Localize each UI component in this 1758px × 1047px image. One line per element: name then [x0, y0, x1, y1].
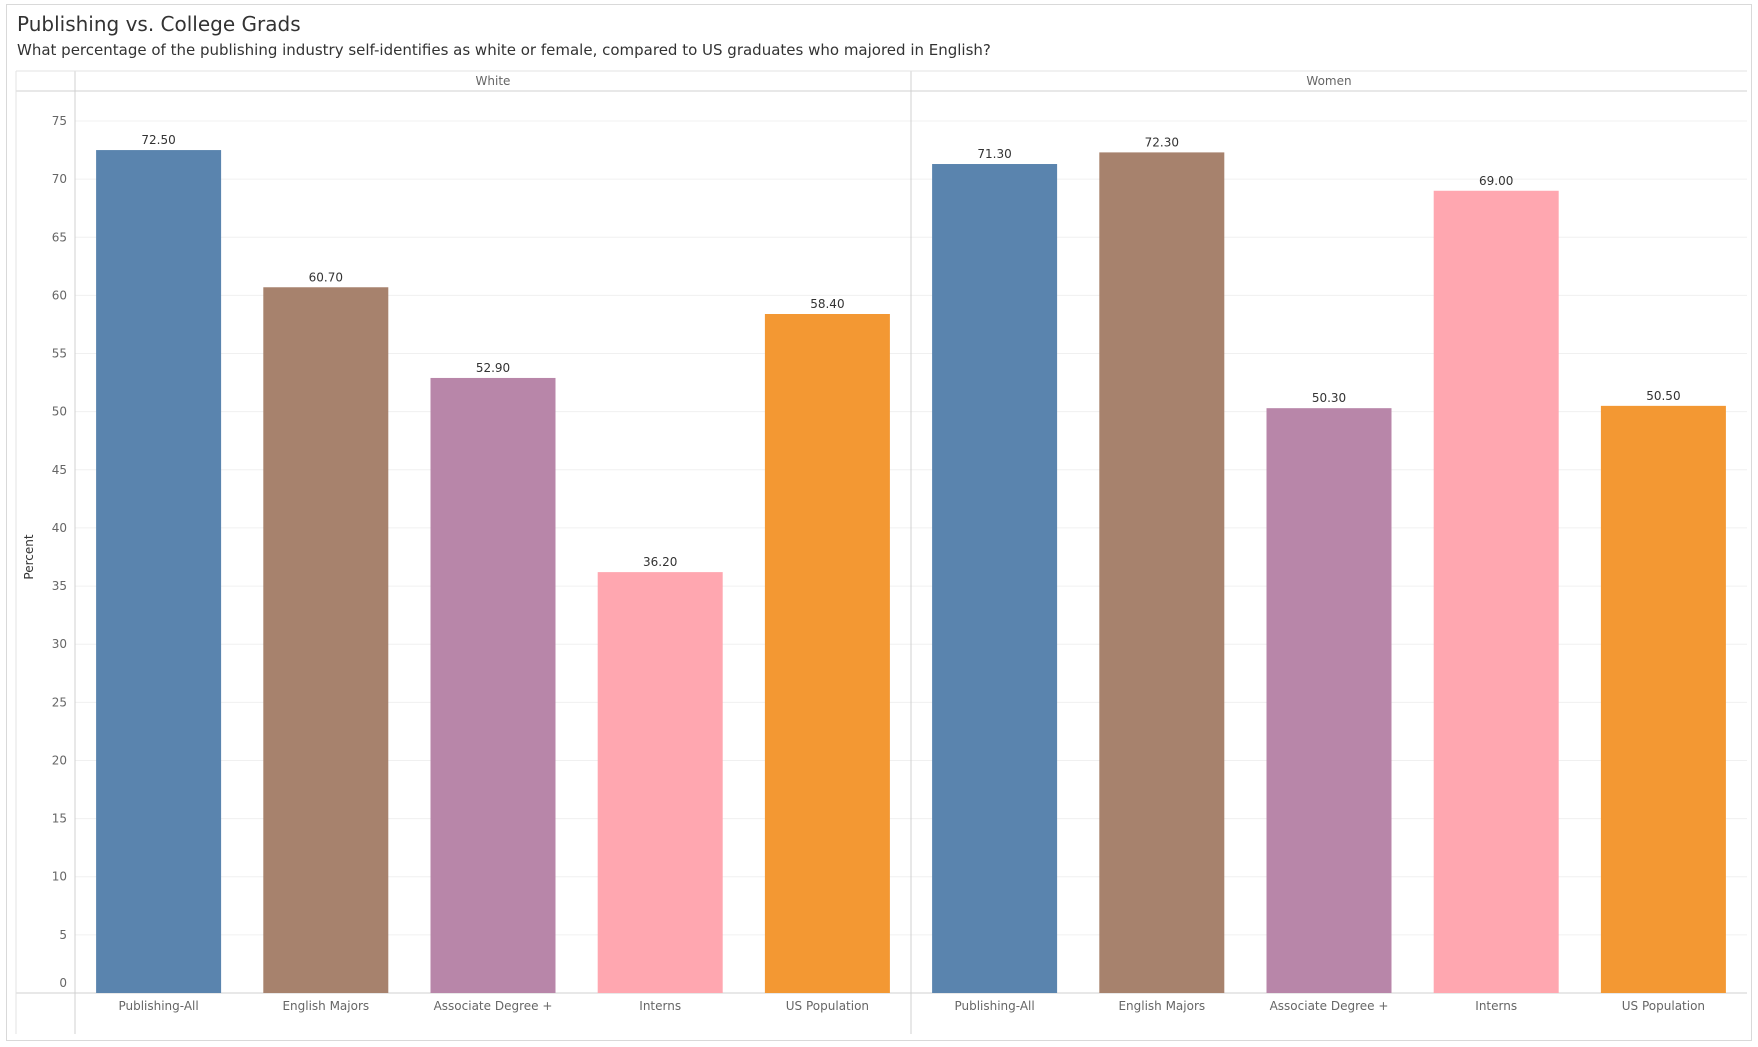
y-tick-label: 30	[52, 637, 67, 651]
x-category-label: Interns	[639, 999, 681, 1013]
data-label: 60.70	[309, 270, 343, 284]
y-tick-label: 20	[52, 753, 67, 767]
bar-women-interns	[1433, 190, 1559, 993]
y-tick-label: 60	[52, 288, 67, 302]
x-category-label: US Population	[786, 999, 869, 1013]
bar-white-publishing-all	[96, 150, 222, 994]
y-tick-label: 15	[52, 812, 67, 826]
bar-white-interns	[597, 572, 723, 993]
y-tick-label: 25	[52, 695, 67, 709]
y-tick-label: 70	[52, 172, 67, 186]
y-tick-label: 75	[52, 114, 67, 128]
bar-women-associate-degree	[1266, 408, 1392, 993]
data-label: 72.50	[141, 133, 175, 147]
chart-title: Publishing vs. College Grads	[17, 12, 301, 36]
bar-women-publishing-all	[932, 164, 1058, 993]
x-category-label: Publishing-All	[954, 999, 1034, 1013]
labels: White 72.50 Publishing-All 60.70 English Maj…	[118, 74, 1705, 1013]
x-category-label: English Majors	[1118, 999, 1205, 1013]
bar-white-english-majors	[263, 287, 389, 993]
x-category-label: English Majors	[282, 999, 369, 1013]
panel-header-women: Women	[1306, 74, 1351, 88]
data-label: 72.30	[1145, 135, 1179, 149]
bar-women-english-majors	[1099, 152, 1225, 994]
y-tick-label: 40	[52, 521, 67, 535]
data-label: 50.30	[1312, 391, 1346, 405]
bars	[96, 150, 1726, 994]
y-tick-label: 0	[59, 976, 67, 990]
data-label: 69.00	[1479, 174, 1513, 188]
bar-women-us-population	[1600, 405, 1726, 993]
x-category-label: US Population	[1622, 999, 1705, 1013]
bar-white-us-population	[764, 314, 890, 993]
data-label: 71.30	[977, 147, 1011, 161]
bar-white-associate-degree	[430, 377, 556, 993]
y-tick-label: 55	[52, 347, 67, 361]
y-tick-label: 10	[52, 870, 67, 884]
y-tick-label: 35	[52, 579, 67, 593]
x-category-label: Associate Degree +	[434, 999, 553, 1013]
y-axis-title: Percent	[22, 534, 36, 579]
y-tick-label: 5	[59, 928, 67, 942]
panel-header-white: White	[476, 74, 511, 88]
x-category-label: Publishing-All	[118, 999, 198, 1013]
x-category-label: Associate Degree +	[1270, 999, 1389, 1013]
y-tick-label: 50	[52, 405, 67, 419]
data-label: 58.40	[810, 297, 844, 311]
y-axis: 0 5 10 15 20 25 30 35 40 45 50 55 60 65 70 75 Percent	[22, 114, 67, 990]
data-label: 52.90	[476, 361, 510, 375]
chart-subtitle: What percentage of the publishing indust…	[17, 41, 991, 59]
data-label: 50.50	[1646, 389, 1680, 403]
y-tick-label: 45	[52, 463, 67, 477]
chart-frame	[6, 4, 1752, 1041]
x-category-label: Interns	[1475, 999, 1517, 1013]
data-label: 36.20	[643, 555, 677, 569]
y-tick-label: 65	[52, 230, 67, 244]
